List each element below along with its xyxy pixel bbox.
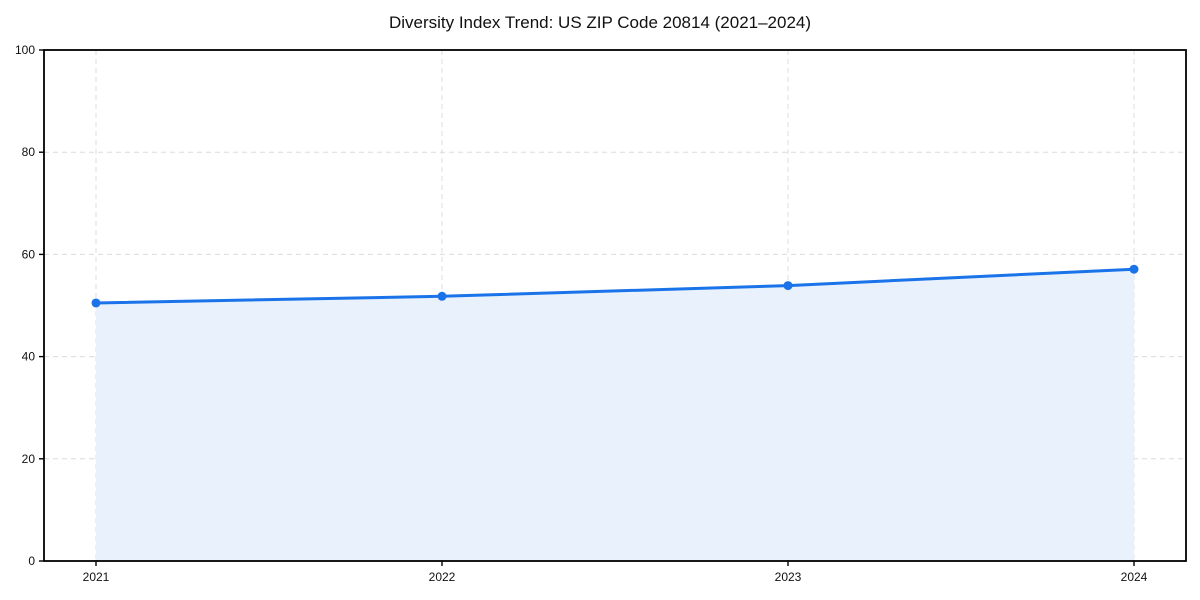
x-tick-label: 2023 (775, 570, 802, 584)
axes-frame (43, 49, 1187, 562)
y-tick-label: 100 (15, 43, 35, 57)
series-area-fill (96, 269, 1134, 561)
x-tick-label: 2022 (429, 570, 456, 584)
chart-title: Diversity Index Trend: US ZIP Code 20814… (388, 13, 812, 32)
x-tick-label: 2024 (1121, 570, 1148, 584)
data-point (91, 298, 101, 308)
x-tick-label: 2021 (83, 570, 110, 584)
data-point (1129, 264, 1139, 274)
data-point (783, 281, 793, 291)
data-point (437, 291, 447, 301)
series-line (94, 267, 1136, 305)
y-tick-label: 80 (22, 145, 36, 159)
y-tick-label: 60 (22, 247, 36, 261)
y-tick-label: 40 (22, 350, 36, 364)
y-tick-label: 0 (28, 554, 35, 568)
y-tick-label: 20 (22, 452, 36, 466)
